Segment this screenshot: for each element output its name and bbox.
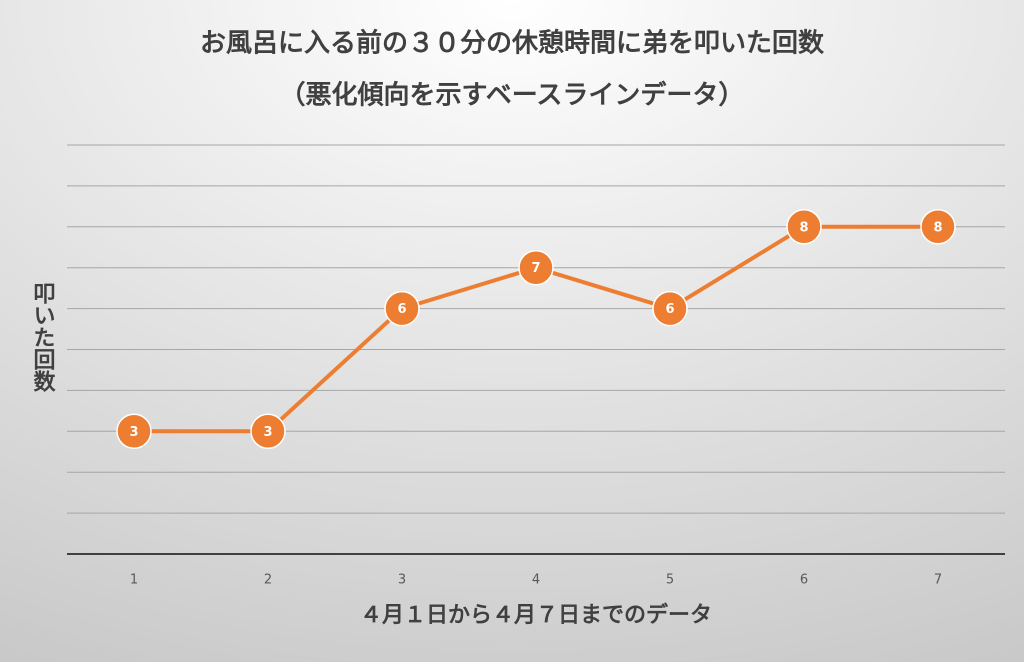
x-tick-label: 6 (800, 573, 808, 588)
x-tick-label: 3 (398, 573, 406, 588)
x-axis-title: ４月１日から４月７日までのデータ (360, 602, 712, 628)
y-axis-title: 叩いた回数 (30, 282, 56, 393)
data-label: 7 (531, 261, 540, 276)
x-tick-label: 4 (532, 573, 540, 588)
data-point (116, 413, 152, 450)
data-point (518, 249, 554, 286)
data-label: 6 (665, 302, 674, 317)
data-point (920, 209, 956, 245)
x-tick-label: 2 (264, 573, 272, 588)
chart-title: お風呂に入る前の３０分の休憩時間に弟を叩いた回数 (200, 28, 825, 59)
data-label: 6 (397, 302, 406, 317)
x-tick-label: 5 (666, 573, 674, 588)
data-label: 8 (933, 220, 942, 235)
x-tick-label: 1 (130, 573, 138, 588)
data-point (250, 413, 286, 450)
x-tick-label: 7 (934, 573, 942, 588)
chart-subtitle: （悪化傾向を示すベースラインデータ） (280, 80, 745, 111)
data-point (652, 290, 688, 327)
data-label: 3 (129, 425, 138, 440)
data-label: 8 (799, 220, 808, 235)
data-point (384, 290, 420, 327)
data-label: 3 (263, 425, 272, 440)
data-point (786, 209, 822, 245)
